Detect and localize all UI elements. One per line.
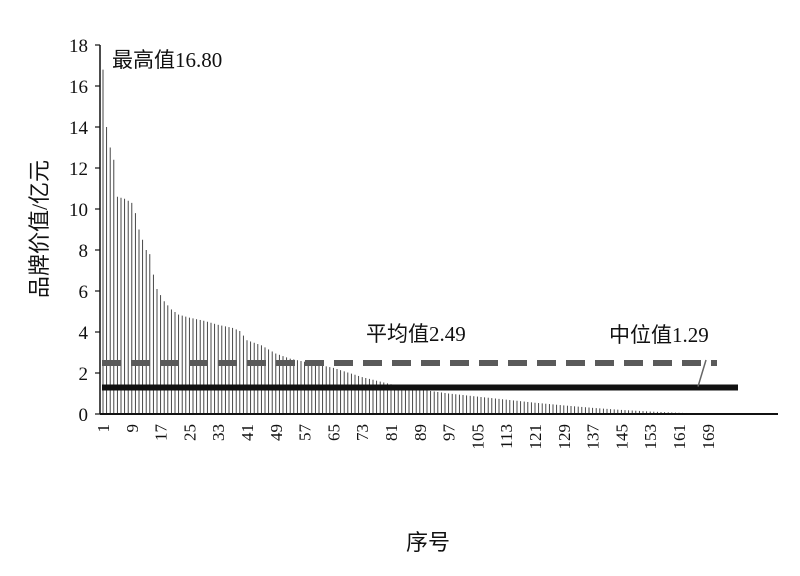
- x-tick-label: 161: [670, 424, 689, 450]
- y-tick-label: 16: [69, 77, 88, 98]
- x-tick-label: 49: [267, 424, 286, 441]
- x-tick-label: 33: [209, 424, 228, 441]
- x-tick-label: 17: [152, 424, 171, 442]
- y-tick-label: 14: [69, 118, 89, 139]
- x-tick-label: 105: [468, 424, 487, 450]
- y-tick-label: 4: [79, 323, 89, 344]
- y-tick-label: 0: [79, 405, 89, 426]
- median-value-annotation: 中位值1.29: [609, 323, 709, 347]
- x-tick-label: 41: [238, 424, 257, 441]
- x-tick-label: 153: [641, 424, 660, 450]
- x-tick-label: 169: [699, 424, 718, 450]
- x-tick-label: 129: [555, 424, 574, 450]
- y-tick-label: 6: [79, 282, 89, 303]
- y-tick-label: 10: [69, 200, 88, 221]
- x-axis-label: 序号: [406, 530, 450, 555]
- x-tick-label: 9: [123, 424, 142, 433]
- y-axis-ticks: 0 2 4 6 8 10 12 14 16 18: [69, 36, 100, 426]
- y-tick-label: 18: [69, 36, 88, 57]
- x-tick-label: 121: [526, 424, 545, 450]
- x-axis-ticks: 1 9 17 25 33 41 49 57 65 73 81 89 97 105 113 121 129 137 1…: [94, 424, 718, 450]
- max-value-annotation: 最高值16.80: [112, 48, 222, 72]
- x-tick-label: 1: [94, 424, 113, 433]
- y-tick-label: 8: [79, 241, 89, 262]
- median-label-pointer: [697, 359, 707, 387]
- y-tick-label: 12: [69, 159, 88, 180]
- x-tick-label: 137: [584, 424, 603, 450]
- mean-value-annotation: 平均值2.49: [366, 322, 466, 346]
- y-axis-label: 品牌价值/亿元: [27, 160, 52, 298]
- x-tick-label: 65: [324, 424, 343, 441]
- x-tick-label: 81: [382, 424, 401, 441]
- x-tick-label: 145: [612, 424, 631, 450]
- x-tick-label: 89: [411, 424, 430, 441]
- x-tick-label: 25: [180, 424, 199, 441]
- y-tick-label: 2: [79, 364, 89, 385]
- x-tick-label: 73: [353, 424, 372, 441]
- x-tick-label: 113: [497, 424, 516, 449]
- x-tick-label: 57: [296, 424, 315, 442]
- x-tick-label: 97: [440, 424, 459, 442]
